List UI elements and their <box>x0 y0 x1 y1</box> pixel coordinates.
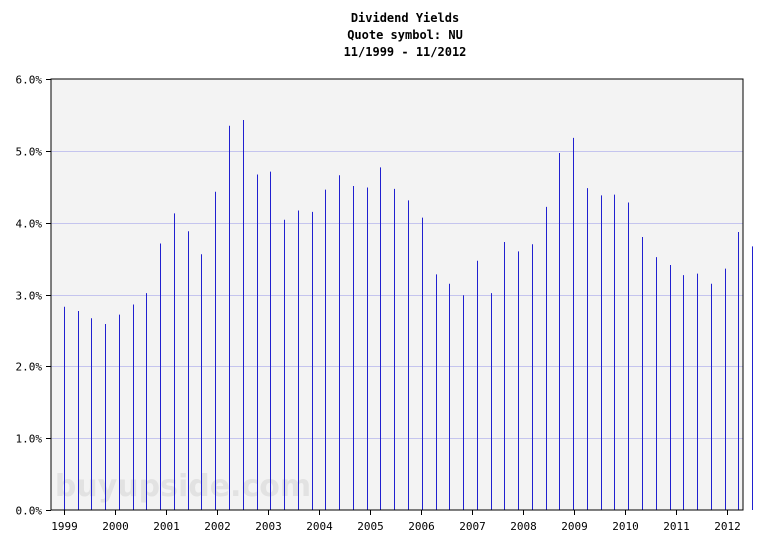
x-tick-label: 2008 <box>510 520 537 533</box>
bar-series <box>64 119 753 510</box>
x-tick-label: 2003 <box>255 520 282 533</box>
x-tick-label: 2000 <box>102 520 129 533</box>
x-tick-label: 2012 <box>714 520 741 533</box>
chart-date-range: 11/1999 - 11/2012 <box>344 45 467 59</box>
x-tick-label: 2010 <box>612 520 639 533</box>
x-tick-label: 2011 <box>663 520 690 533</box>
x-tick-label: 2005 <box>357 520 384 533</box>
x-tick-label: 2009 <box>561 520 588 533</box>
y-tick-label: 6.0% <box>16 74 43 87</box>
y-axis: 0.0% 1.0% 2.0% 3.0% 4.0% 5.0% 6.0% <box>16 74 51 518</box>
x-axis: 1999 2000 2001 2002 2003 2004 2005 2006 2007 2008… <box>51 510 741 533</box>
x-tick-label: 1999 <box>51 520 78 533</box>
x-tick-label: 2006 <box>408 520 435 533</box>
grid-lines <box>51 151 743 439</box>
chart-subtitle: Quote symbol: NU <box>347 28 463 42</box>
chart-title: Dividend Yields <box>351 11 459 25</box>
y-tick-label: 3.0% <box>16 290 43 303</box>
x-tick-label: 2002 <box>204 520 231 533</box>
x-tick-label: 2007 <box>459 520 486 533</box>
y-tick-label: 1.0% <box>16 433 43 446</box>
y-tick-label: 5.0% <box>16 146 43 159</box>
plot-area <box>51 79 743 510</box>
y-tick-label: 4.0% <box>16 218 43 231</box>
y-tick-label: 2.0% <box>16 361 43 374</box>
y-tick-label: 0.0% <box>16 505 43 518</box>
x-tick-label: 2001 <box>153 520 180 533</box>
x-tick-label: 2004 <box>306 520 333 533</box>
watermark: buyupside.com <box>55 469 311 504</box>
plot-border <box>50 78 744 511</box>
